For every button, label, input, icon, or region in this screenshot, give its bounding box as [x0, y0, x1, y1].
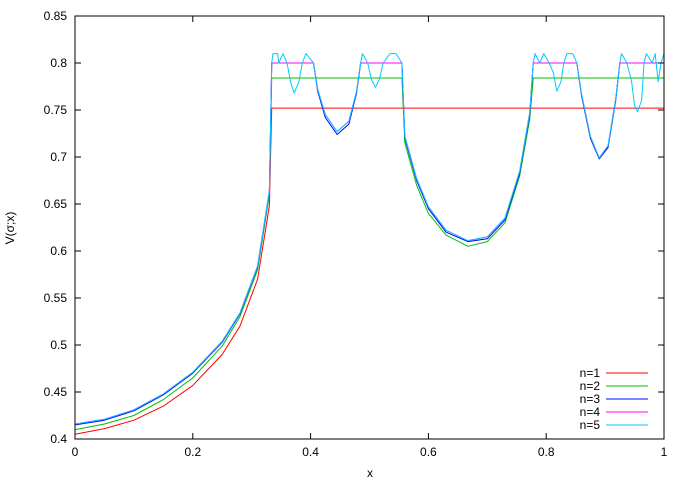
x-tick-label: 1 [661, 445, 668, 459]
y-tick-label: 0.8 [50, 56, 67, 70]
y-tick-label: 0.5 [50, 338, 67, 352]
y-tick-label: 0.55 [44, 291, 68, 305]
y-tick-label: 0.65 [44, 197, 68, 211]
y-tick-label: 0.6 [50, 244, 67, 258]
x-axis-label: x [367, 466, 373, 480]
x-tick-label: 0 [72, 445, 79, 459]
y-tick-label: 0.7 [50, 150, 67, 164]
x-tick-label: 0.2 [184, 445, 201, 459]
plot-frame [74, 15, 665, 440]
legend-label: n=5 [580, 418, 601, 432]
series-line-n-5 [74, 53, 665, 425]
y-tick-label: 0.85 [44, 9, 68, 23]
x-tick-label: 0.4 [302, 445, 319, 459]
axis-ticks: 0 0.2 0.4 0.6 0.8 1 0.4 0.45 0.5 0.55 0.6 0.65 0.7 0.… [44, 9, 668, 459]
plot-series [74, 53, 665, 435]
legend-label: n=4 [580, 405, 601, 419]
legend: n=1n=2n=3n=4n=5 [580, 366, 648, 432]
y-axis-label: V(σ;x) [3, 212, 17, 245]
series-line-n-1 [74, 107, 664, 435]
y-tick-label: 0.75 [44, 103, 68, 117]
y-tick-label: 0.4 [50, 432, 67, 446]
x-tick-label: 0.8 [538, 445, 555, 459]
x-tick-label: 0.6 [420, 445, 437, 459]
series-line-n-2 [74, 77, 664, 431]
legend-label: n=3 [580, 392, 601, 406]
legend-label: n=1 [580, 366, 601, 380]
y-tick-label: 0.45 [44, 385, 68, 399]
legend-label: n=2 [580, 379, 601, 393]
